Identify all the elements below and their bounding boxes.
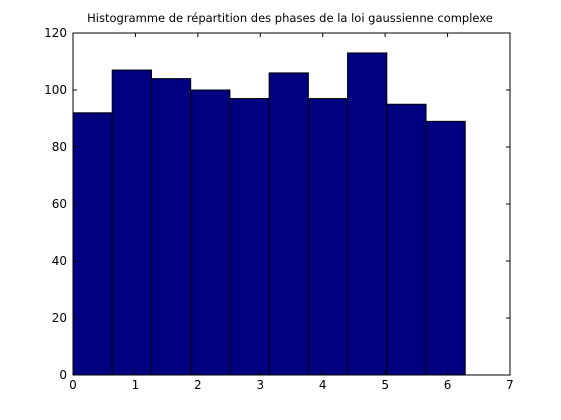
ticks-layer: 0 1 2 3 4 5 6 7 0 20 40 60 80 100 120 [44, 26, 514, 392]
histogram-bar [307, 98, 349, 376]
x-tick-label: 5 [381, 378, 389, 392]
x-tick-label: 0 [69, 378, 77, 392]
x-tick-label: 3 [256, 378, 264, 392]
x-tick-label: 2 [194, 378, 202, 392]
histogram-bar [150, 78, 192, 376]
y-tick-label: 0 [59, 368, 67, 382]
histogram-bar [229, 98, 270, 376]
histogram-bar [347, 52, 388, 376]
histogram-bar [72, 112, 113, 376]
histogram-bar [425, 120, 466, 376]
bars-layer [72, 52, 466, 376]
y-tick-label: 100 [44, 83, 67, 97]
histogram-bar [111, 69, 152, 376]
y-tick-label: 40 [52, 254, 67, 268]
x-tick-label: 7 [506, 378, 514, 392]
y-tick-label: 60 [52, 197, 67, 211]
plot-frame [72, 32, 511, 376]
y-tick-label: 20 [52, 311, 67, 325]
histogram-bar [190, 89, 231, 376]
histogram-bar [386, 103, 427, 376]
y-tick-label: 120 [44, 26, 67, 40]
x-tick-label: 4 [319, 378, 327, 392]
histogram-bar [268, 72, 309, 376]
x-tick-label: 6 [444, 378, 452, 392]
chart-title: Histogramme de répartition des phases de… [87, 11, 493, 25]
y-tick-label: 80 [52, 140, 67, 154]
x-tick-label: 1 [132, 378, 140, 392]
